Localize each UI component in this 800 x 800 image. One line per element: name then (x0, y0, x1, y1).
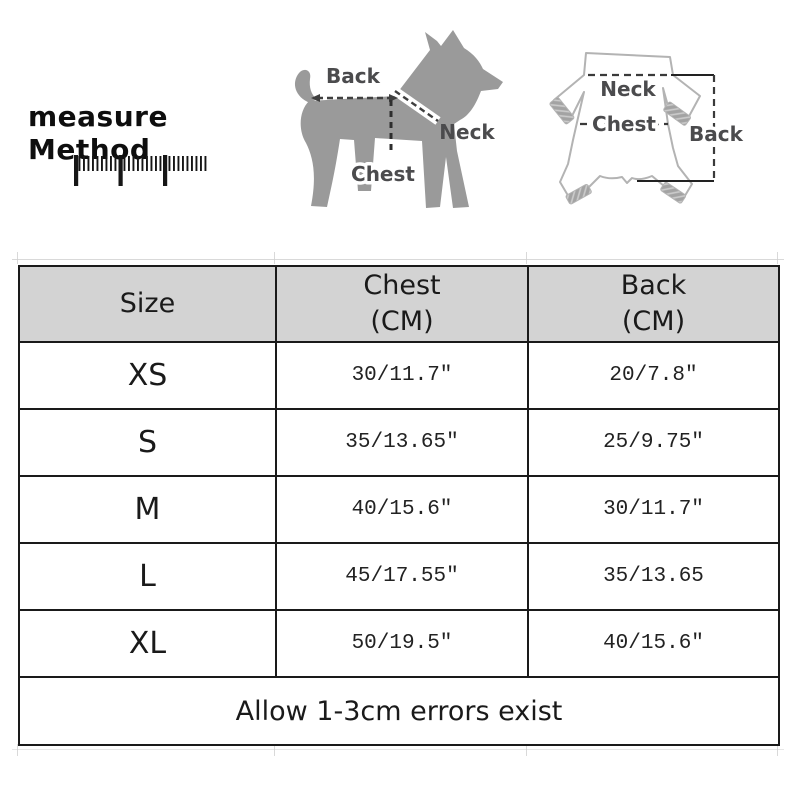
table-note-row: Allow 1-3cm errors exist (18, 676, 780, 746)
garment-outline (553, 52, 701, 200)
size-value: XS (18, 341, 277, 410)
back-value: 20/7.8″ (527, 341, 780, 410)
back-value: 30/11.7″ (527, 475, 780, 544)
garment-chest-label: Chest (592, 112, 656, 136)
left-sleeve-cuff (549, 97, 575, 125)
dog-neck-measure-line (392, 87, 441, 125)
dog-chest-label: Chest (351, 162, 415, 186)
table-row-xs: XS 30/11.7″ 20/7.8″ (18, 341, 780, 410)
chest-value: 35/13.65″ (275, 408, 529, 477)
size-value: XL (18, 609, 277, 678)
chest-value: 45/17.55″ (275, 542, 529, 611)
ruler-tall-tick (118, 155, 123, 186)
tolerance-note: Allow 1-3cm errors exist (18, 676, 780, 746)
garment-measure-lines (580, 73, 716, 182)
back-value: 40/15.6″ (527, 609, 780, 678)
right-sleeve-cuff (663, 101, 691, 126)
size-table-header-row: Size Chest (CM) Back (CM) (18, 265, 780, 343)
table-row-m: M 40/15.6″ 30/11.7″ (18, 475, 780, 544)
size-value: L (18, 542, 277, 611)
table-row-s: S 35/13.65″ 25/9.75″ (18, 408, 780, 477)
chest-value: 50/19.5″ (275, 609, 529, 678)
chest-value: 30/11.7″ (275, 341, 529, 410)
dog-silhouette (294, 30, 503, 208)
dog-measurement-diagram: Back Neck Chest (294, 30, 503, 208)
garment-measurement-diagram: Neck Chest Back (549, 52, 747, 205)
left-leg-cuff (565, 183, 592, 205)
header-back: Back (CM) (527, 265, 780, 343)
garment-cuffs (549, 97, 691, 205)
dog-tail (294, 69, 317, 103)
header-chest: Chest (CM) (275, 265, 529, 343)
measure-method-title: measure Method (28, 100, 168, 166)
size-table: Size Chest (CM) Back (CM) XS 30/11.7″ 20… (18, 265, 780, 746)
back-value: 35/13.65 (527, 542, 780, 611)
right-leg-cuff (660, 181, 687, 204)
chest-value: 40/15.6″ (275, 475, 529, 544)
ruler-tall-tick (163, 155, 168, 186)
size-value: M (18, 475, 277, 544)
ruler-tall-tick (74, 155, 79, 186)
back-value: 25/9.75″ (527, 408, 780, 477)
dog-body (300, 30, 503, 208)
table-row-xl: XL 50/19.5″ 40/15.6″ (18, 609, 780, 678)
dog-neck-label: Neck (439, 120, 495, 144)
ruler-icon (74, 155, 208, 186)
size-value: S (18, 408, 277, 477)
header-size: Size (18, 265, 277, 343)
dog-back-label: Back (326, 64, 381, 88)
garment-back-label: Back (689, 122, 744, 146)
ruler-small-ticks (74, 156, 208, 171)
table-row-l: L 45/17.55″ 35/13.65 (18, 542, 780, 611)
garment-neck-label: Neck (600, 77, 656, 101)
